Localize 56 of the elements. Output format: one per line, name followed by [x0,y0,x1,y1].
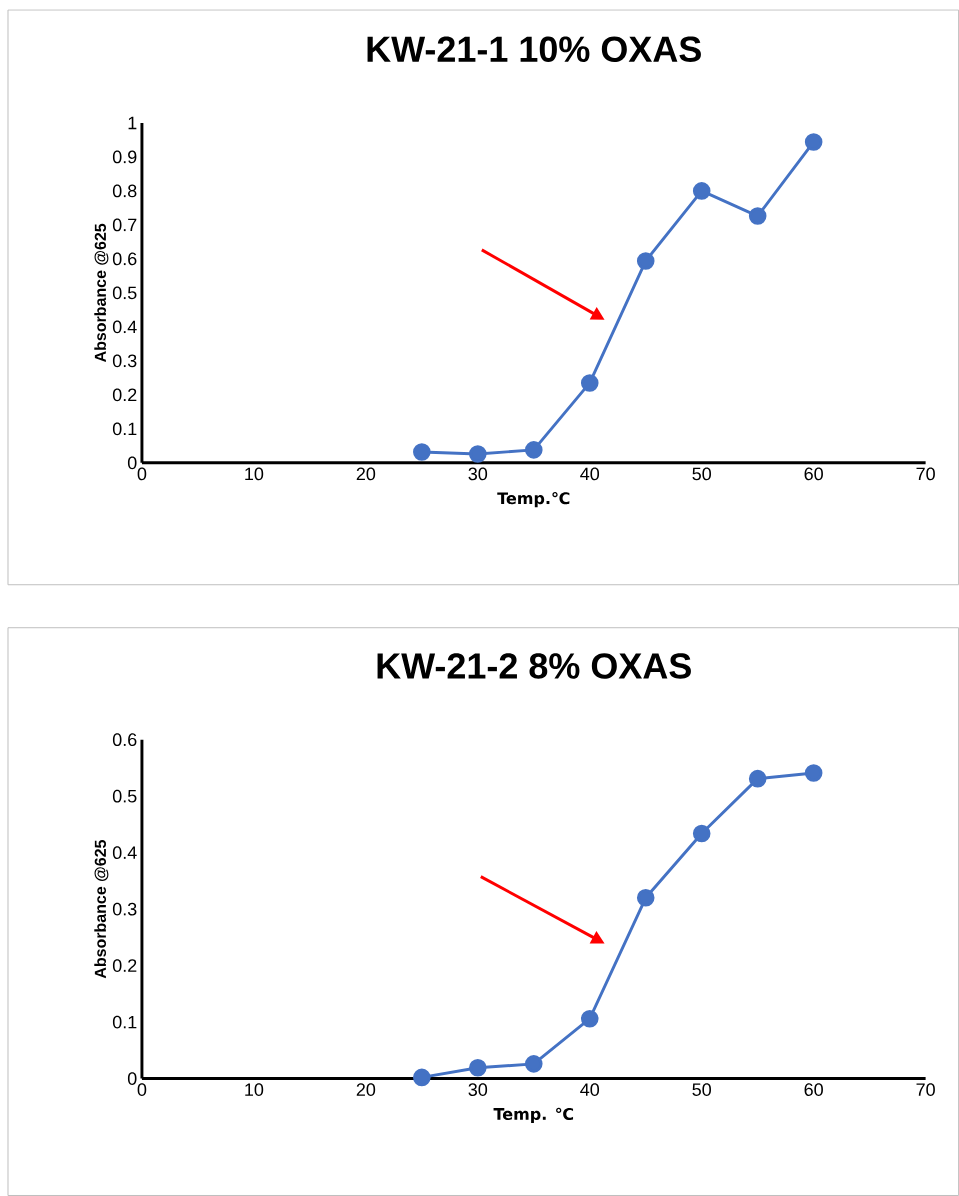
chart-title: KW-21-1 10% OXAS [367,36,701,62]
point [468,1059,487,1077]
x-tick-label: 60 [804,1083,823,1096]
y-axis-title: Absorbance @625 [94,223,109,363]
point [580,1009,599,1028]
y-tick-label: 0.6 [112,733,137,747]
x-tick-label: 0 [137,467,147,481]
y-tick-label: 0.5 [112,286,137,300]
x-tick-label: 70 [916,1083,935,1096]
y-tick-label: 0 [127,1072,137,1085]
x-tick-label: 30 [468,1083,488,1096]
x-tick-label: 10 [245,467,264,481]
y-tick-label: 0.1 [112,1015,137,1029]
x-tick-label: 30 [468,467,488,481]
y-tick-label: 0.3 [112,902,137,916]
x-tick-label: 20 [356,1083,376,1096]
y-tick-label: 0.3 [112,354,137,368]
point [412,443,431,461]
y-tick-label: 0.5 [112,789,137,803]
y-tick-label: 0.4 [112,320,137,334]
x-axis-title: Temp. ℃ [493,1107,573,1124]
x-tick-label: 10 [245,1083,264,1096]
y-tick-label: 0.8 [112,184,137,198]
x-tick-label: 50 [692,467,711,481]
point [804,764,823,782]
y-tick-label: 0.1 [112,422,137,436]
x-axis-title: Temp.℃ [497,492,570,508]
x-tick-label: 40 [580,1083,599,1096]
point [636,889,655,907]
point [412,1068,431,1087]
point [580,374,599,392]
y-tick-label: 0.2 [112,959,137,972]
point [804,133,823,151]
point [692,182,711,200]
x-tick-label: 20 [356,467,376,481]
y-tick-label: 0.7 [112,218,137,232]
point [692,824,711,843]
point [748,769,767,788]
point [524,441,543,459]
x-tick-label: 50 [692,1083,711,1096]
y-tick-label: 0.6 [112,252,137,266]
x-tick-label: 0 [137,1083,147,1096]
chart-title: KW-21-2 8% OXAS [377,653,691,679]
y-tick-label: 0.9 [112,150,137,164]
y-tick-label: 0 [127,456,137,470]
x-tick-label: 70 [916,467,935,481]
x-tick-label: 60 [804,467,823,481]
y-axis-title: Absorbance @625 [94,840,109,979]
x-tick-label: 40 [580,467,599,481]
y-tick-label: 1 [128,116,137,130]
point [468,445,487,463]
point [524,1055,543,1073]
y-tick-label: 0.2 [112,388,137,402]
point [748,207,767,225]
point [636,252,655,270]
y-tick-label: 0.4 [112,846,137,859]
